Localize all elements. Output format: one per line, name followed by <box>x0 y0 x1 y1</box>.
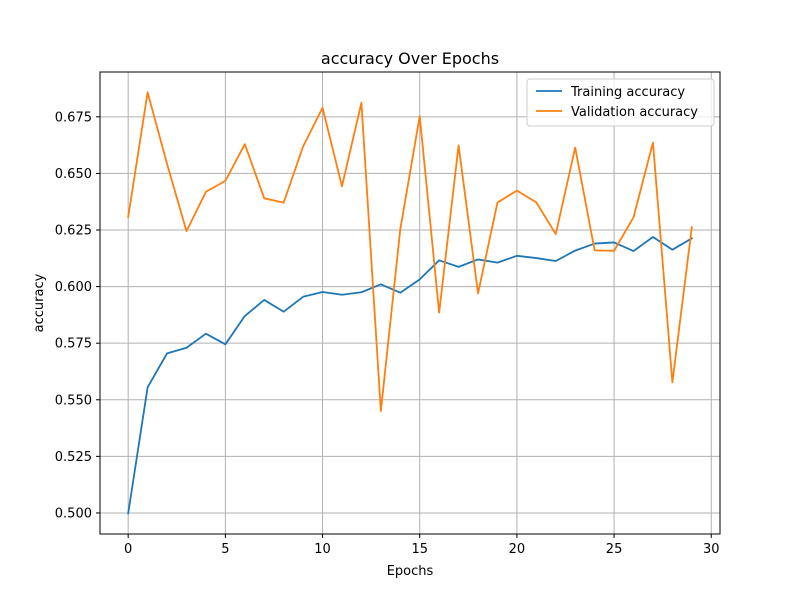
x-tick-label: 20 <box>509 542 526 557</box>
legend-label-training: Training accuracy <box>570 85 685 100</box>
y-axis-label: accuracy <box>32 273 47 332</box>
y-axis: 0.500 0.525 0.550 0.575 0.600 0.625 0.650 0.675 <box>55 110 100 521</box>
y-tick-label: 0.525 <box>55 450 92 465</box>
x-tick-label: 5 <box>221 542 229 557</box>
x-tick-label: 10 <box>314 542 331 557</box>
y-tick-label: 0.500 <box>55 506 92 521</box>
chart-title: accuracy Over Epochs <box>321 49 499 68</box>
y-tick-label: 0.600 <box>55 280 92 295</box>
y-tick-label: 0.575 <box>55 337 92 352</box>
x-axis: 0 5 10 15 20 25 30 <box>124 534 720 557</box>
series-lines <box>127 91 694 515</box>
training-accuracy-line <box>127 236 694 515</box>
plot-frame <box>99 71 721 535</box>
x-tick-label: 25 <box>606 542 623 557</box>
y-tick-label: 0.650 <box>55 167 92 182</box>
validation-accuracy-line <box>127 91 693 412</box>
x-tick-label: 30 <box>703 542 720 557</box>
y-tick-label: 0.675 <box>55 110 92 125</box>
x-tick-label: 0 <box>124 542 132 557</box>
grid <box>100 72 720 534</box>
y-tick-label: 0.625 <box>55 223 92 238</box>
legend: Training accuracy Validation accuracy <box>526 78 715 127</box>
legend-box <box>526 78 715 127</box>
legend-label-validation: Validation accuracy <box>571 105 698 120</box>
y-tick-label: 0.550 <box>55 393 92 408</box>
x-axis-label: Epochs <box>387 564 434 579</box>
x-tick-label: 15 <box>411 542 428 557</box>
